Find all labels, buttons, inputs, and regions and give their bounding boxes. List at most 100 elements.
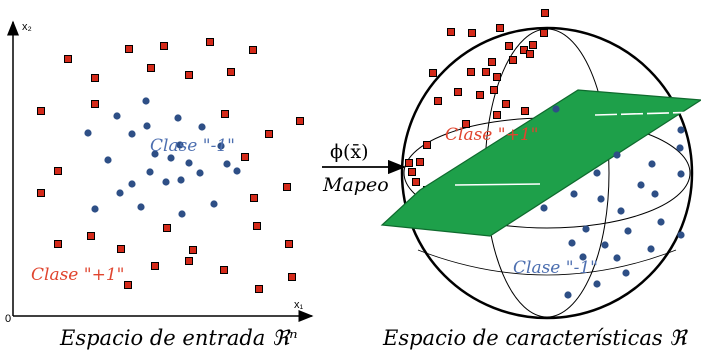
class-minus-dot <box>104 156 112 164</box>
class-minus-dot <box>593 169 601 177</box>
class-minus-dot <box>677 231 685 239</box>
class-plus-square <box>265 130 273 138</box>
class-plus-square <box>250 194 258 202</box>
class-plus-square <box>249 46 257 54</box>
class-plus-square <box>220 266 228 274</box>
class-plus-square <box>540 29 548 37</box>
class-plus-square <box>125 45 133 53</box>
class-plus-square <box>163 224 171 232</box>
class-plus-label: Clase "+1" <box>31 265 124 285</box>
class-minus-dot <box>223 160 231 168</box>
class-minus-dot <box>597 195 605 203</box>
class-plus-square <box>502 100 510 108</box>
class-plus-square <box>490 86 498 94</box>
class-plus-square <box>160 42 168 50</box>
class-plus-square <box>434 97 442 105</box>
class-plus-square <box>206 38 214 46</box>
class-minus-dot <box>617 207 625 215</box>
class-minus-dot <box>613 151 621 159</box>
input-space-caption: Espacio de entrada ℜⁿ <box>59 326 298 350</box>
class-plus-square <box>227 68 235 76</box>
class-plus-square <box>412 178 420 186</box>
class-minus-dot <box>570 190 578 198</box>
hyperplane-highlight-1 <box>454 183 541 186</box>
class-minus-dot <box>624 227 632 235</box>
class-minus-dot <box>137 203 145 211</box>
class-minus-dot <box>151 150 159 158</box>
class-plus-square <box>405 159 413 167</box>
class-minus-dot <box>176 141 184 149</box>
feature-space-caption: Espacio de características ℜ <box>382 326 688 350</box>
class-minus-dot <box>84 129 92 137</box>
class-plus-square <box>117 245 125 253</box>
hyperplane-highlight-2 <box>594 111 701 116</box>
class-plus-square <box>285 240 293 248</box>
class-plus-square <box>488 58 496 66</box>
class-plus-square <box>296 117 304 125</box>
mapeo-label: Mapeo <box>322 174 389 196</box>
phi-label: ϕ(x̄) <box>330 141 369 163</box>
class-plus-square <box>151 262 159 270</box>
class-plus-square <box>408 168 416 176</box>
class-minus-dot <box>128 180 136 188</box>
class-minus-dot <box>647 245 655 253</box>
class-minus-dot <box>210 200 218 208</box>
y-axis-label: x₂ <box>22 21 32 33</box>
class-minus-dot <box>622 269 630 277</box>
class-plus-square <box>255 285 263 293</box>
class-minus-dot <box>637 181 645 189</box>
class-plus-square <box>283 183 291 191</box>
class-minus-dot <box>142 97 150 105</box>
class-minus-dot <box>91 205 99 213</box>
class-plus-square <box>467 68 475 76</box>
input-space-panel: x₂ x₁ 0 Clase "-1" Clase "+1" Espacio de… <box>5 20 314 350</box>
class-minus-dot <box>677 170 685 178</box>
class-minus-dot <box>601 241 609 249</box>
class-plus-square <box>509 56 517 64</box>
class-minus-dot <box>167 154 175 162</box>
class-plus-square <box>241 153 249 161</box>
class-minus-dot <box>613 254 621 262</box>
class-minus-label: Clase "-1" <box>150 136 235 156</box>
class-minus-dot <box>593 280 601 288</box>
class-minus-dot <box>174 114 182 122</box>
class-plus-square <box>87 232 95 240</box>
origin-label: 0 <box>5 313 11 325</box>
class-plus-square <box>493 73 501 81</box>
class-minus-dot <box>177 176 185 184</box>
class-plus-square <box>54 240 62 248</box>
class-minus-dot <box>564 291 572 299</box>
class-plus-square <box>476 91 484 99</box>
class-plus-square <box>37 107 45 115</box>
class-minus-dot <box>178 210 186 218</box>
class-plus-square <box>288 273 296 281</box>
class-minus-dot <box>116 189 124 197</box>
class-minus-dot <box>540 204 548 212</box>
class-minus-dot <box>579 253 587 261</box>
class-plus-square <box>521 107 529 115</box>
class-plus-square <box>423 141 431 149</box>
class-minus-dot <box>552 105 560 113</box>
class-plus-square <box>505 42 513 50</box>
mapping-arrow-group: ϕ(x̄) Mapeo <box>322 141 406 196</box>
class-plus-square <box>91 74 99 82</box>
class-plus-square <box>462 120 470 128</box>
class-minus-dot <box>128 130 136 138</box>
class-minus-dot <box>233 167 241 175</box>
class-plus-square <box>429 69 437 77</box>
class-minus-dot <box>217 142 225 150</box>
class-plus-square <box>454 88 462 96</box>
class-plus-square <box>124 281 132 289</box>
class-minus-dot <box>657 218 665 226</box>
class-minus-dot <box>185 159 193 167</box>
sphere-class-plus-label: Clase "+1" <box>445 125 538 145</box>
class-minus-dot <box>676 144 684 152</box>
class-minus-dot <box>113 112 121 120</box>
class-plus-square <box>468 29 476 37</box>
class-plus-square <box>416 158 424 166</box>
class-plus-square <box>185 71 193 79</box>
feature-space-panel: Clase "+1" Clase "-1" Espacio de caracte… <box>380 9 701 350</box>
class-minus-dot <box>198 123 206 131</box>
class-minus-dot <box>582 225 590 233</box>
class-plus-square <box>482 68 490 76</box>
